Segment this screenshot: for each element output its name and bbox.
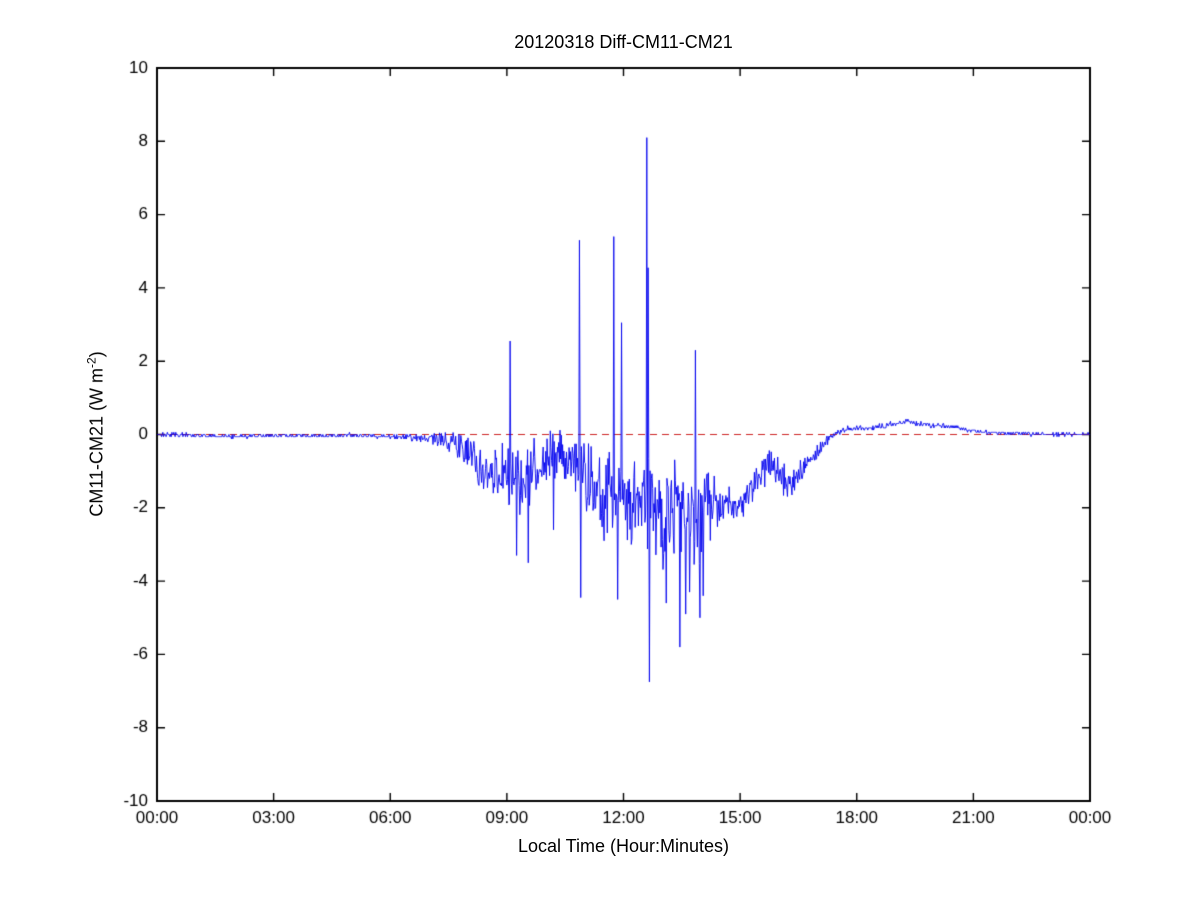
y-axis-label-exponent: -2 [84,357,99,368]
y-axis-label: CM11-CM21 (W m-2) [85,351,108,516]
y-axis-label-text: CM11-CM21 (W m [86,368,107,517]
chart-title: 20120318 Diff-CM11-CM21 [514,32,733,52]
y-axis-label-close: ) [86,351,107,358]
x-axis-label: Local Time (Hour:Minutes) [517,836,730,856]
